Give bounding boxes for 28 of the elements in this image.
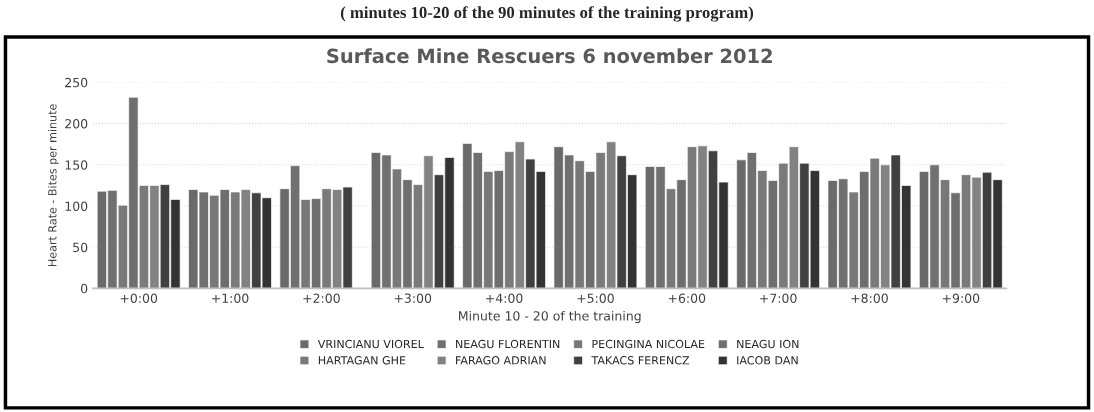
x-tick-label: +9:00 (942, 293, 980, 303)
x-tick-label: +3:00 (394, 293, 432, 303)
legend-label: IACOB DAN (737, 356, 798, 365)
text: ( minutes 10-20 of the 90 minutes of the training program) (340, 6, 754, 22)
legend-label: TAKACS FERENCZ (591, 356, 690, 365)
y-axis-title: Heart Rate - Bites per minute (47, 104, 59, 267)
y-tick-label: 150 (65, 160, 88, 170)
x-tick-label: +1:00 (212, 293, 249, 303)
x-tick-label: +7:00 (760, 293, 797, 303)
y-tick-label: 50 (73, 242, 88, 253)
legend-label: PECINGINA NICOLAE (592, 339, 705, 349)
y-tick-label: 250 (65, 77, 88, 88)
legend-label: NEAGU ION (737, 339, 799, 349)
y-tick-label: 100 (65, 201, 88, 211)
x-tick-label: +6:00 (668, 293, 706, 303)
y-tick-label: 0 (81, 283, 88, 294)
y-tick-label: 200 (65, 119, 88, 129)
chart-title: Surface Mine Rescuers 6 november 2012 (327, 48, 772, 64)
legend-label: VRINCIANU VIOREL (317, 339, 424, 349)
x-tick-label: +2:00 (303, 293, 340, 303)
legend-label: FARAGO ADRIAN (456, 356, 546, 365)
legend-label: NEAGU FLORENTIN (456, 339, 560, 349)
x-axis-title: Minute 10 - 20 of the training (459, 310, 641, 324)
x-tick-label: +5:00 (577, 293, 614, 303)
x-tick-label: +4:00 (486, 293, 523, 303)
x-tick-label: +0:00 (120, 293, 158, 303)
legend-label: HARTAGAN GHE (318, 356, 406, 365)
x-tick-label: +8:00 (851, 293, 888, 303)
